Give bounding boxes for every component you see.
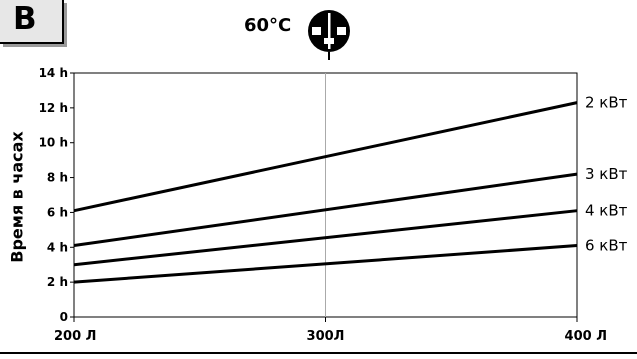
series-line bbox=[73, 172, 578, 248]
y-tick-label: 6 h bbox=[47, 205, 68, 219]
y-tick-label: 4 h bbox=[47, 240, 68, 254]
x-tick-label: 400 Л bbox=[565, 329, 607, 344]
series-label: 6 кВт bbox=[585, 237, 628, 255]
y-tick-label: 10 h bbox=[39, 136, 68, 150]
series-label: 2 кВт bbox=[585, 94, 628, 112]
series-line bbox=[73, 101, 578, 213]
section-badge: B bbox=[0, 0, 64, 44]
temperature-label: 60°C bbox=[244, 15, 292, 36]
thermostat-icon bbox=[308, 10, 350, 60]
y-tick-label: 8 h bbox=[47, 171, 68, 185]
section-letter: B bbox=[13, 1, 37, 37]
x-tick-label: 300Л bbox=[307, 329, 345, 344]
plot-area: 0 2 h 4 h 6 h 8 h 10 h 12 h 14 h 200 Л 300Л 400 Л 2… bbox=[0, 66, 637, 354]
y-tick-label: 2 h bbox=[47, 275, 68, 289]
y-tick-label: 0 bbox=[60, 310, 68, 324]
series-label: 4 кВт bbox=[585, 202, 628, 220]
series-line bbox=[73, 209, 578, 267]
series-line bbox=[73, 244, 578, 284]
series-label: 3 кВт bbox=[585, 165, 628, 183]
x-tick-label: 200 Л bbox=[54, 329, 96, 344]
y-tick-label: 12 h bbox=[39, 101, 68, 115]
y-tick-label: 14 h bbox=[39, 66, 68, 80]
